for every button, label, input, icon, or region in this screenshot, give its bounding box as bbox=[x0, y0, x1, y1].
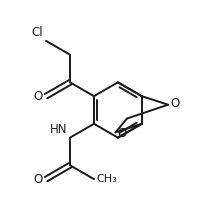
Text: Cl: Cl bbox=[31, 26, 43, 39]
Text: O: O bbox=[34, 90, 43, 103]
Text: HN: HN bbox=[49, 123, 67, 136]
Text: O: O bbox=[118, 127, 127, 140]
Text: CH₃: CH₃ bbox=[96, 174, 117, 184]
Text: O: O bbox=[170, 97, 179, 110]
Text: O: O bbox=[34, 173, 43, 186]
